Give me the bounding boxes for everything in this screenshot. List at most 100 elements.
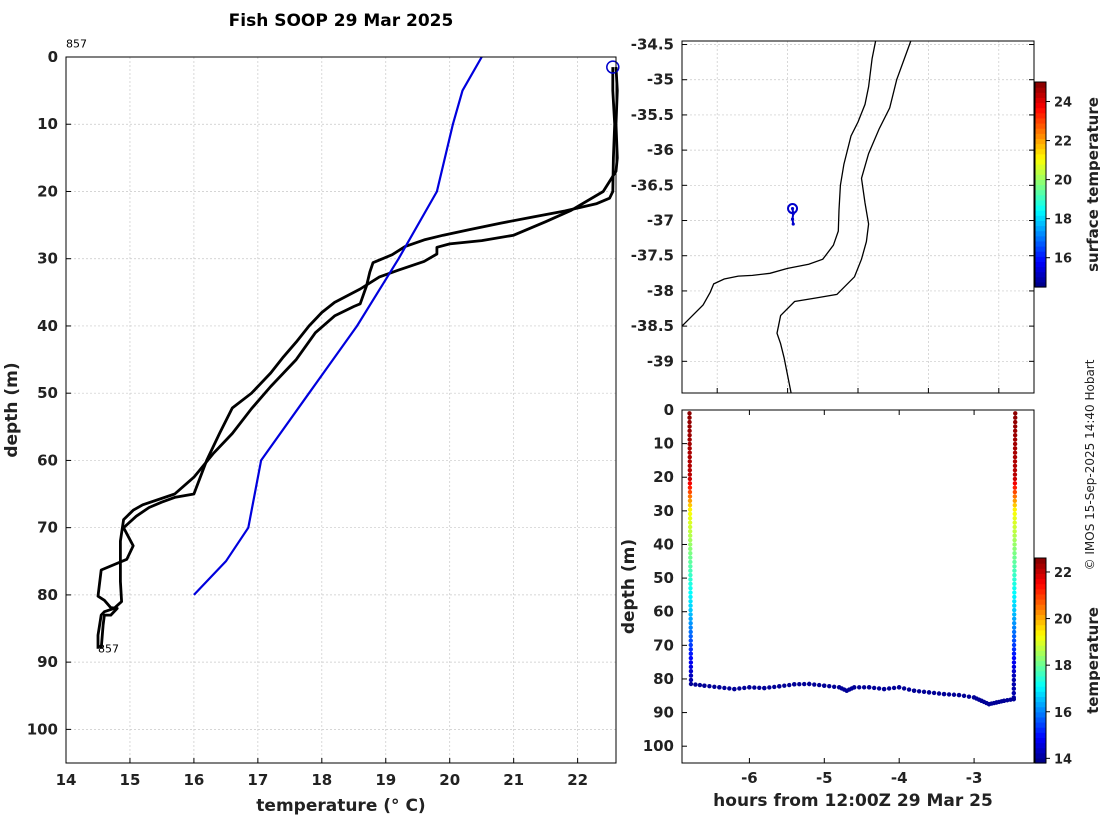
plot-frame (65, 56, 617, 764)
section-point (688, 634, 693, 639)
map-chart: -34.5 -35 -35.5 -36 -36.5 -37 -37.5 -38 -38.5 -39… (631, 36, 1100, 417)
colorbar-segment (1035, 261, 1046, 268)
section-point (1012, 450, 1018, 455)
section-point (687, 516, 693, 521)
section-point (688, 590, 693, 595)
section-bottom-point (712, 684, 717, 689)
section-y-tick-label: 0 (664, 401, 674, 419)
colorbar-segment (1035, 148, 1046, 155)
colorbar-segment (1035, 593, 1046, 600)
x-tick-label: 22 (567, 771, 588, 789)
colorbar-segment (1035, 670, 1046, 677)
ship-track (791, 208, 795, 225)
temperature-profile-line (96, 67, 619, 649)
ship-position-marker (787, 203, 799, 215)
section-bottom-point (951, 692, 957, 697)
section-point (687, 437, 692, 442)
section-point (1011, 638, 1017, 643)
section-bottom-point (916, 689, 922, 694)
colorbar-segment (1035, 87, 1046, 93)
section-bottom-point (727, 686, 732, 691)
section-point (1012, 581, 1017, 587)
colorbar-segment (1035, 701, 1046, 708)
section-bottom-point (688, 681, 694, 687)
colorbar-segment (1035, 169, 1046, 175)
section-point (1012, 572, 1017, 578)
colorbar-segment (1035, 112, 1046, 119)
colorbar-tick-label: 20 (1054, 613, 1072, 628)
colorbar-segment (1035, 568, 1046, 574)
colorbar-segment (1035, 681, 1046, 687)
section-point (1011, 629, 1017, 635)
colorbar-segment (1035, 588, 1046, 595)
section-point (687, 498, 693, 503)
y-tick-label: 10 (37, 115, 58, 133)
colorbar-frame (1034, 81, 1047, 288)
section-y-tick-label: 70 (653, 636, 674, 654)
profile-id-annotation: 857 (66, 38, 87, 51)
section-point (687, 494, 693, 499)
section-point (688, 546, 693, 552)
section-bottom-point (956, 692, 962, 698)
x-tick-label: 17 (247, 771, 268, 789)
section-point (1012, 428, 1018, 434)
section-bottom-point (941, 691, 947, 697)
section-bottom-point (787, 682, 792, 688)
colorbar-segment (1035, 143, 1046, 150)
section-y-tick-label: 20 (653, 468, 674, 486)
x-tick-label: 20 (439, 771, 460, 789)
section-point (1011, 660, 1017, 665)
section-point (687, 415, 692, 420)
colorbar-segment (1035, 655, 1046, 662)
section-bottom-point (762, 685, 767, 691)
colorbar-tick-label: 16 (1054, 706, 1072, 721)
section-point (688, 572, 693, 578)
colorbar-segment (1035, 665, 1046, 672)
section-point (687, 450, 692, 455)
section-point (687, 411, 692, 416)
section-y-tick-label: 50 (653, 569, 674, 587)
section-point (688, 551, 693, 556)
colorbar-segment (1035, 251, 1046, 257)
section-point (1011, 673, 1017, 678)
section-x-tick-label: -4 (891, 769, 908, 787)
colorbar-segment (1035, 727, 1046, 733)
section-bottom-point (732, 686, 737, 692)
section-point (1012, 559, 1017, 565)
colorbar-segment (1035, 716, 1046, 723)
section-point (1011, 686, 1017, 691)
colorbar-segment (1035, 742, 1046, 749)
section-bottom-point (886, 686, 892, 691)
section-point (687, 529, 693, 534)
y-tick-label: 70 (37, 519, 58, 537)
colorbar-segment (1035, 107, 1046, 114)
colorbar-tick-label: 22 (1054, 135, 1072, 150)
section-bottom-point (707, 684, 712, 689)
colorbar-segment (1035, 660, 1046, 667)
section-point (688, 555, 693, 560)
section-point (1011, 634, 1017, 639)
x-tick-label: 18 (311, 771, 332, 789)
y-tick-label: 30 (37, 250, 58, 268)
colorbar-segment (1035, 240, 1046, 247)
section-bottom-point (772, 684, 777, 690)
section-point (688, 677, 694, 683)
section-point (688, 559, 693, 565)
section-bottom-point (936, 691, 942, 696)
section-bottom-point (926, 690, 932, 695)
track-point (791, 222, 795, 226)
section-point (687, 446, 692, 451)
y-tick-label: 80 (37, 586, 58, 604)
colorbar-segment (1035, 281, 1046, 288)
section-bottom-point (797, 682, 802, 687)
section-point (1011, 682, 1017, 687)
y-tick-label: 100 (27, 720, 58, 738)
section-point (688, 673, 694, 678)
colorbar-segment (1035, 650, 1046, 656)
section-point (1012, 603, 1017, 608)
section-point (1013, 419, 1018, 425)
section-point (1011, 690, 1017, 696)
section-bottom-point (1011, 696, 1016, 702)
section-point (688, 651, 694, 656)
